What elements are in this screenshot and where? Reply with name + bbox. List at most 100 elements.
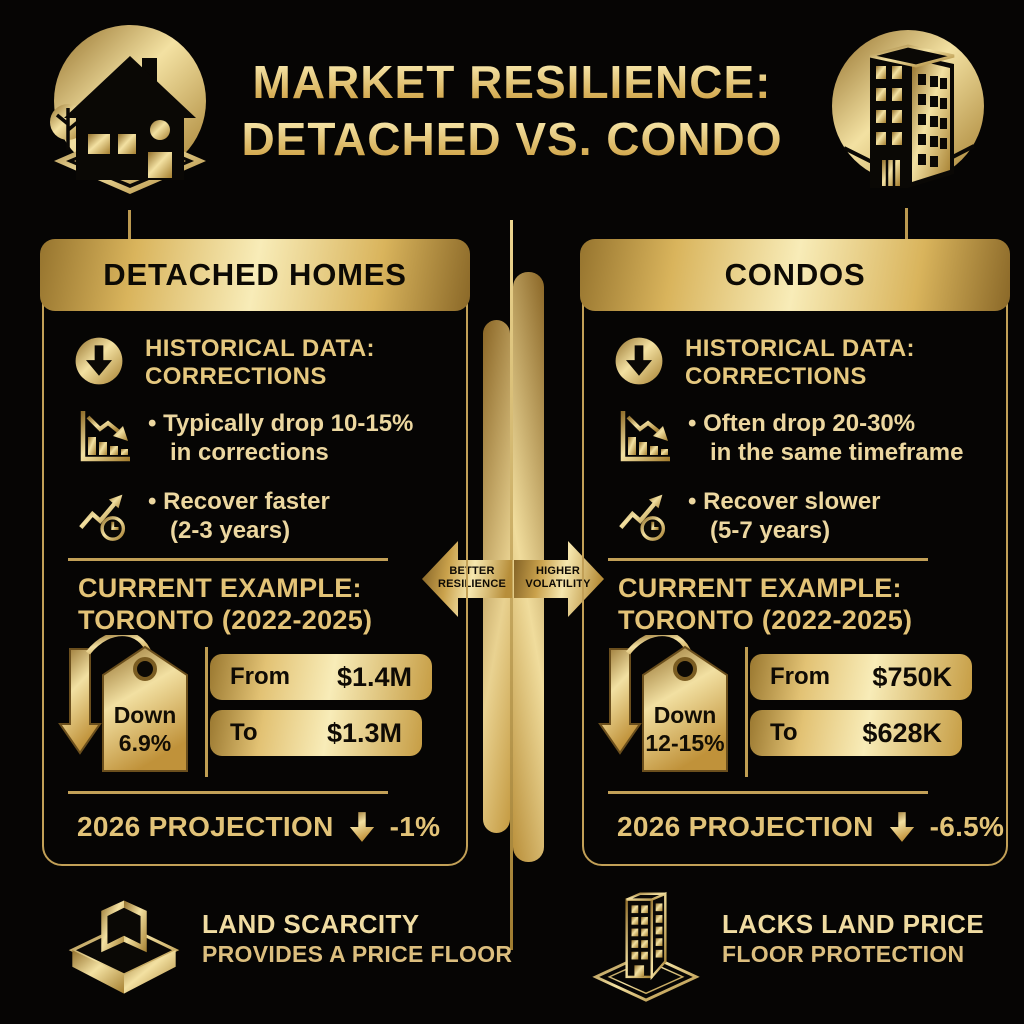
- section-divider: [68, 558, 388, 561]
- arrow-label-line: VOLATILITY: [525, 578, 591, 590]
- to-value: $628K: [862, 717, 942, 748]
- current-example-title: CURRENT EXAMPLE: TORONTO (2022-2025): [78, 573, 372, 637]
- example-title-line1: CURRENT EXAMPLE:: [618, 573, 902, 603]
- arrow-label-line: BETTER: [449, 564, 495, 577]
- page-title-line1: MARKET RESILIENCE:: [212, 54, 812, 111]
- history-title-line2: CORRECTIONS: [145, 362, 327, 390]
- from-price-bar: From $750K: [750, 654, 972, 700]
- price-tag-label: Down 12-15%: [643, 691, 727, 769]
- bullet-dot: •: [688, 488, 697, 515]
- projection-label: 2026 PROJECTION: [77, 811, 334, 842]
- bullet-dot: •: [688, 410, 697, 437]
- bullet-text-line: in the same timeframe: [710, 438, 964, 466]
- projection-label: 2026 PROJECTION: [617, 811, 874, 842]
- condos-panel-header: CONDOS: [580, 239, 1010, 311]
- bullet-text-line: Typically drop 10-15%: [163, 410, 414, 437]
- arrow-label-line: HIGHER: [536, 564, 580, 577]
- projection-row: 2026 PROJECTION -1%: [77, 809, 440, 845]
- projection-row: 2026 PROJECTION -6.5%: [617, 809, 1004, 845]
- tag-line1: Down: [113, 702, 177, 729]
- bullet-text-line: (5-7 years): [710, 516, 831, 544]
- tag-line1: Down: [653, 702, 717, 729]
- bullet-dot: •: [148, 410, 157, 437]
- bullet-line1: • Often drop 20-30%: [688, 410, 963, 439]
- from-value: $750K: [872, 661, 952, 692]
- left-connector-line: [128, 210, 131, 240]
- bullet-line1: • Recover faster: [148, 488, 330, 517]
- recovery-arrow-clock-icon: [79, 494, 126, 541]
- detached-panel: DETACHED HOMES HISTORICAL DATA: CORRECTI…: [40, 239, 470, 879]
- bullet-drop: • Typically drop 10-15% in corrections: [148, 410, 413, 468]
- history-title-line1: HISTORICAL DATA:: [145, 335, 375, 362]
- history-title-line1: HISTORICAL DATA:: [685, 335, 915, 362]
- to-label: To: [770, 719, 798, 746]
- condo-building-icon: [832, 30, 984, 188]
- tag-line2: 6.9%: [118, 730, 172, 756]
- section-divider: [68, 791, 388, 794]
- from-label: From: [770, 663, 830, 690]
- example-title-line2: TORONTO (2022-2025): [618, 604, 913, 635]
- bullet-text-line: in corrections: [170, 438, 329, 466]
- price-drop-tag-icon: [598, 635, 728, 772]
- detached-house-icon: [50, 25, 206, 194]
- to-value: $1.3M: [326, 717, 402, 748]
- bullet-drop: • Often drop 20-30% in the same timefram…: [688, 410, 963, 468]
- small-down-arrow-icon: [889, 812, 914, 842]
- to-price-bar: To $1.3M: [210, 710, 422, 756]
- price-drop-tag-icon: [58, 635, 188, 772]
- bullet-text-line: Recover faster: [163, 488, 330, 515]
- to-label: To: [230, 719, 258, 746]
- down-arrow-circle-icon: [615, 337, 663, 385]
- condo-plot-icon: [592, 891, 700, 1002]
- section-divider: [608, 558, 928, 561]
- better-resilience-label: BETTER RESILIENCE: [433, 556, 511, 600]
- page-title-line2: DETACHED VS. CONDO: [212, 111, 812, 168]
- bullet-recover: • Recover faster (2-3 years): [148, 488, 330, 546]
- declining-chart-icon: [620, 411, 670, 462]
- bullet-text-line: Recover slower: [703, 488, 881, 515]
- detached-footer-note: LAND SCARCITY PROVIDES A PRICE FLOOR: [202, 908, 512, 969]
- current-example-title: CURRENT EXAMPLE: TORONTO (2022-2025): [618, 573, 912, 637]
- bullet-dot: •: [148, 488, 157, 515]
- history-section-title: HISTORICAL DATA: CORRECTIONS: [145, 335, 375, 391]
- price-vertical-rule: [205, 647, 208, 777]
- to-price-bar: To $628K: [750, 710, 962, 756]
- section-divider: [608, 791, 928, 794]
- footer-line2: PROVIDES A PRICE FLOOR: [202, 941, 513, 968]
- footer-line1: LAND SCARCITY: [202, 909, 420, 939]
- higher-volatility-label: HIGHER VOLATILITY: [519, 556, 597, 600]
- bullet-text-line: (2-3 years): [170, 516, 291, 544]
- condos-panel-title: CONDOS: [724, 257, 866, 292]
- price-vertical-rule: [745, 647, 748, 777]
- example-title-line2: TORONTO (2022-2025): [78, 604, 373, 635]
- history-title-line2: CORRECTIONS: [685, 362, 867, 390]
- page-title: MARKET RESILIENCE: DETACHED VS. CONDO: [212, 54, 812, 168]
- example-title-line1: CURRENT EXAMPLE:: [78, 573, 362, 603]
- down-arrow-circle-icon: [75, 337, 123, 385]
- condos-footer-note: LACKS LAND PRICE FLOOR PROTECTION: [722, 908, 984, 969]
- history-section-title: HISTORICAL DATA: CORRECTIONS: [685, 335, 915, 391]
- from-price-bar: From $1.4M: [210, 654, 432, 700]
- footer-line1: LACKS LAND PRICE: [722, 909, 985, 939]
- recovery-arrow-clock-icon: [619, 494, 666, 541]
- bullet-recover: • Recover slower (5-7 years): [688, 488, 881, 546]
- tag-line2: 12-15%: [645, 730, 725, 756]
- small-down-arrow-icon: [349, 812, 374, 842]
- declining-chart-icon: [80, 411, 130, 462]
- from-value: $1.4M: [336, 661, 412, 692]
- detached-panel-header: DETACHED HOMES: [40, 239, 470, 311]
- land-plot-icon: [68, 900, 180, 994]
- detached-panel-title: DETACHED HOMES: [103, 257, 407, 292]
- condos-panel: CONDOS HISTORICAL DATA: CORRECTIONS • Of…: [580, 239, 1010, 879]
- projection-value: -1%: [389, 811, 441, 842]
- from-label: From: [230, 663, 290, 690]
- price-tag-label: Down 6.9%: [103, 691, 187, 769]
- bullet-text-line: Often drop 20-30%: [703, 410, 916, 437]
- bullet-line1: • Typically drop 10-15%: [148, 410, 413, 439]
- arrow-label-line: RESILIENCE: [437, 578, 506, 590]
- right-connector-line: [905, 208, 908, 240]
- bullet-line1: • Recover slower: [688, 488, 881, 517]
- footer-line2: FLOOR PROTECTION: [722, 941, 965, 968]
- projection-value: -6.5%: [929, 811, 1005, 842]
